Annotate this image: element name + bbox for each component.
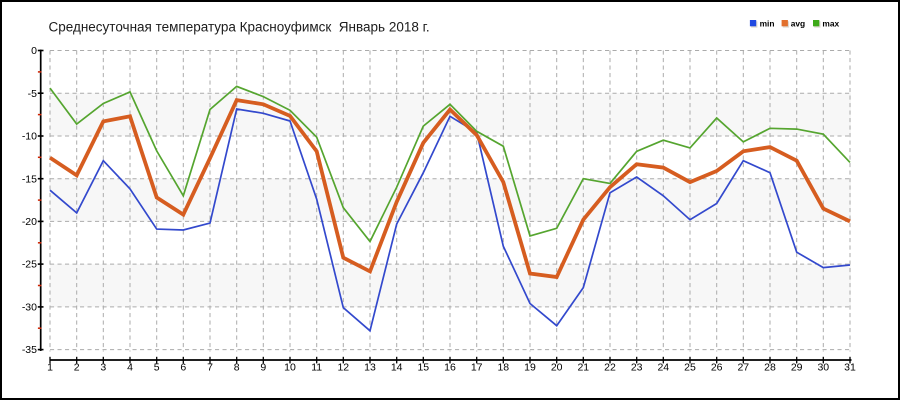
svg-text:3: 3: [100, 362, 106, 374]
svg-text:6: 6: [180, 362, 186, 374]
svg-text:8: 8: [234, 362, 240, 374]
svg-text:-15: -15: [22, 173, 37, 185]
svg-text:18: 18: [497, 362, 509, 374]
svg-text:14: 14: [391, 362, 403, 374]
svg-text:4: 4: [127, 362, 133, 374]
svg-text:-35: -35: [22, 344, 37, 356]
svg-text:16: 16: [444, 362, 456, 374]
svg-text:15: 15: [417, 362, 429, 374]
svg-text:20: 20: [551, 362, 563, 374]
svg-text:10: 10: [284, 362, 296, 374]
svg-text:12: 12: [337, 362, 349, 374]
svg-text:17: 17: [471, 362, 483, 374]
svg-text:-5: -5: [28, 88, 37, 100]
svg-text:31: 31: [844, 362, 856, 374]
svg-text:28: 28: [764, 362, 776, 374]
svg-text:22: 22: [604, 362, 616, 374]
svg-text:-25: -25: [22, 259, 37, 271]
svg-text:13: 13: [364, 362, 376, 374]
svg-text:29: 29: [791, 362, 803, 374]
svg-text:2: 2: [74, 362, 80, 374]
svg-text:min: min: [760, 18, 775, 28]
svg-text:1: 1: [47, 362, 53, 374]
svg-text:19: 19: [524, 362, 536, 374]
svg-text:Среднесуточная температура Кра: Среднесуточная температура Красноуфимск …: [49, 19, 430, 34]
svg-text:21: 21: [577, 362, 589, 374]
svg-text:23: 23: [631, 362, 643, 374]
svg-text:0: 0: [31, 45, 37, 57]
svg-text:-10: -10: [22, 131, 37, 143]
svg-text:5: 5: [154, 362, 160, 374]
svg-text:max: max: [822, 18, 839, 28]
svg-text:30: 30: [817, 362, 829, 374]
svg-text:-30: -30: [22, 302, 37, 314]
svg-text:25: 25: [684, 362, 696, 374]
svg-text:26: 26: [711, 362, 723, 374]
svg-text:24: 24: [657, 362, 669, 374]
svg-text:9: 9: [260, 362, 266, 374]
svg-text:11: 11: [311, 362, 322, 374]
svg-text:-20: -20: [22, 216, 37, 228]
svg-text:7: 7: [207, 362, 213, 374]
svg-text:avg: avg: [791, 18, 805, 28]
svg-text:27: 27: [737, 362, 749, 374]
